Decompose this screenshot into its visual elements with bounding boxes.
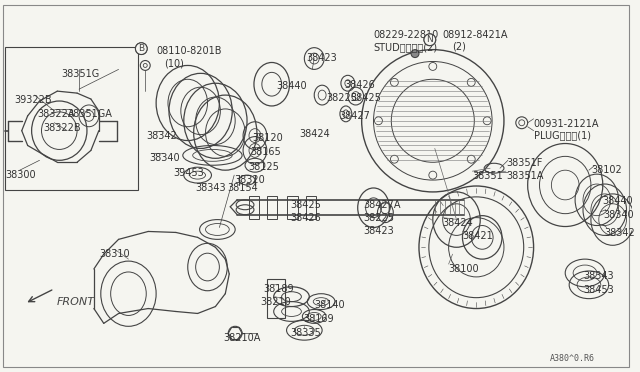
Text: 38424: 38424 <box>300 129 330 139</box>
Bar <box>249 196 259 219</box>
Text: 38310: 38310 <box>99 249 129 259</box>
Text: 38322A: 38322A <box>38 109 75 119</box>
Text: 38427A: 38427A <box>364 200 401 210</box>
Text: 38425: 38425 <box>351 93 381 103</box>
Text: 38300: 38300 <box>5 170 36 180</box>
Text: 38421: 38421 <box>463 231 493 241</box>
Text: 38322B: 38322B <box>44 123 81 133</box>
Text: 38335: 38335 <box>291 328 321 338</box>
Text: 38426: 38426 <box>344 80 374 90</box>
Text: (10): (10) <box>164 58 184 68</box>
Text: 08229-22810: 08229-22810 <box>374 30 439 40</box>
Text: 38100: 38100 <box>449 264 479 274</box>
Text: 39453: 39453 <box>173 168 204 178</box>
Text: 08912-8421A: 08912-8421A <box>443 30 508 40</box>
Text: 08110-8201B: 08110-8201B <box>156 46 221 56</box>
Text: 38351A: 38351A <box>506 171 543 181</box>
Text: PLUGプラグ(1): PLUGプラグ(1) <box>534 131 591 141</box>
Text: 38210: 38210 <box>260 297 291 307</box>
Text: 38343: 38343 <box>196 183 227 193</box>
Text: 38225: 38225 <box>326 93 357 103</box>
Text: 38154: 38154 <box>227 183 258 193</box>
Text: 38351G: 38351G <box>61 70 99 79</box>
Text: 38423: 38423 <box>307 52 337 62</box>
Text: A380^0.R6: A380^0.R6 <box>549 354 595 363</box>
Text: 38165: 38165 <box>250 147 281 157</box>
Text: 38340: 38340 <box>604 210 634 220</box>
Bar <box>307 196 316 219</box>
Text: 38351F: 38351F <box>506 158 542 169</box>
Bar <box>287 196 298 219</box>
Ellipse shape <box>411 49 419 58</box>
Text: N: N <box>426 35 433 44</box>
Text: 38225: 38225 <box>364 213 395 223</box>
Bar <box>5 46 138 190</box>
Text: 38169: 38169 <box>303 314 334 324</box>
Text: 38343: 38343 <box>583 271 614 281</box>
Text: B: B <box>138 44 145 53</box>
Text: B: B <box>138 44 145 53</box>
Text: 38351GA: 38351GA <box>67 109 112 119</box>
Text: 38424: 38424 <box>443 218 474 228</box>
Text: N: N <box>426 35 433 44</box>
Text: 00931-2121A: 00931-2121A <box>534 119 599 129</box>
Text: 38351: 38351 <box>472 171 503 181</box>
Text: 39322B: 39322B <box>14 95 51 105</box>
Text: 38189: 38189 <box>263 284 294 294</box>
Text: 38140: 38140 <box>314 299 345 310</box>
Text: 38340: 38340 <box>149 153 180 163</box>
Text: 38440: 38440 <box>603 196 634 206</box>
Bar <box>267 196 276 219</box>
Text: 38342: 38342 <box>147 131 177 141</box>
Text: STUDスタッド(2): STUDスタッド(2) <box>374 42 438 52</box>
Text: 38342: 38342 <box>605 228 636 237</box>
Text: 38320: 38320 <box>234 175 265 185</box>
Text: 38425: 38425 <box>291 200 321 210</box>
Bar <box>267 279 285 318</box>
Text: 38427: 38427 <box>339 111 370 121</box>
Text: (2): (2) <box>452 42 467 52</box>
Text: 38102: 38102 <box>591 165 621 175</box>
Text: 38440: 38440 <box>276 81 307 91</box>
Text: 38210A: 38210A <box>223 333 260 343</box>
Text: 38125: 38125 <box>248 162 279 172</box>
Text: 38423: 38423 <box>364 225 394 235</box>
Text: 38426: 38426 <box>291 213 321 223</box>
Text: 38453: 38453 <box>583 285 614 295</box>
Text: FRONT: FRONT <box>56 297 94 307</box>
Text: 38120: 38120 <box>252 133 283 142</box>
